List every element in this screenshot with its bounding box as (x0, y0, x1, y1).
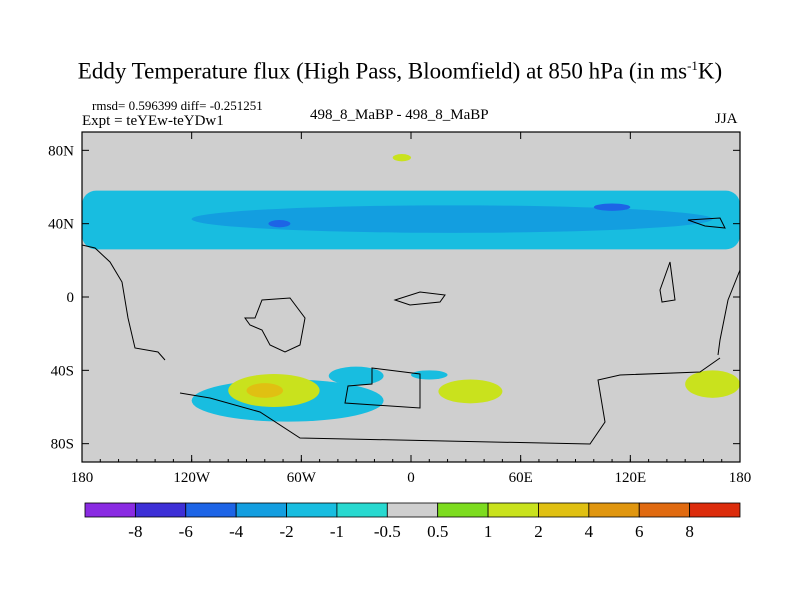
y-tick-label: 80S (51, 437, 74, 453)
season-label: JJA (715, 111, 738, 127)
case-label: 498_8_MaBP - 498_8_MaBP (310, 107, 489, 123)
region-sh-indian-2 (411, 370, 448, 380)
coastline-6 (659, 261, 676, 303)
colorbar-swatch (487, 502, 539, 518)
coastline-8 (717, 269, 741, 356)
colorbar-label: 4 (585, 522, 594, 541)
x-tick-label: 120W (173, 470, 211, 486)
y-tick-label: 0 (67, 290, 75, 306)
colorbar-label: 2 (534, 522, 543, 541)
colorbar-label: -0.5 (374, 522, 401, 541)
y-tick-label: 80N (48, 143, 74, 159)
colorbar-label: -1 (330, 522, 344, 541)
colorbar-label: -2 (279, 522, 293, 541)
region-sh-pacific-east (685, 370, 740, 398)
x-tick-label: 120E (614, 470, 646, 486)
colorbar-swatch (437, 502, 489, 518)
region-nh-midlat-core (191, 205, 713, 233)
coastline-5 (393, 291, 446, 306)
colorbar-label: -6 (179, 522, 193, 541)
colorbar-label: 1 (484, 522, 493, 541)
colorbar-swatch (286, 502, 338, 518)
experiment-label: Expt = teYEw-teYDw1 (82, 113, 224, 129)
coastline-2 (244, 297, 306, 353)
x-tick-label: 180 (71, 470, 94, 486)
x-tick-label: 0 (407, 470, 415, 486)
colorbar-swatch (235, 502, 287, 518)
map-background (82, 132, 740, 462)
colorbar-label: 0.5 (427, 522, 448, 541)
figure-title: Eddy Temperature flux (High Pass, Bloomf… (77, 58, 723, 84)
colorbar-swatch (638, 502, 691, 518)
colorbar-label: -4 (229, 522, 244, 541)
x-tick-label: 60E (509, 470, 533, 486)
region-nh-core-patch-2 (593, 203, 631, 211)
region-arctic-patch (392, 154, 411, 162)
colorbar-label: 8 (685, 522, 694, 541)
stats-label: rmsd= 0.596399 diff= -0.251251 (92, 98, 263, 113)
coastline-4 (179, 357, 721, 445)
y-tick-label: 40N (48, 217, 74, 233)
colorbar-swatch (588, 502, 640, 518)
coastline-3 (344, 367, 421, 409)
y-tick-label: 40S (51, 363, 74, 379)
region-sh-indian-1 (438, 379, 503, 404)
colorbar-swatch (336, 502, 388, 518)
colorbar-label: -8 (128, 522, 142, 541)
colorbar-swatch (134, 502, 187, 518)
coastline-1 (81, 244, 166, 361)
colorbar-swatch (538, 502, 590, 518)
x-tick-label: 60W (287, 470, 317, 486)
region-sh-positive-2 (246, 383, 284, 398)
region-sh-south-atlantic (328, 366, 384, 386)
colorbar-label: 6 (635, 522, 644, 541)
colorbar-swatch (185, 502, 237, 518)
colorbar-swatch (386, 502, 439, 518)
x-tick-label: 180 (729, 470, 752, 486)
colorbar-swatch (84, 502, 136, 518)
colorbar-swatch (689, 502, 741, 518)
coastline-7 (687, 217, 726, 229)
region-nh-core-patch-1 (268, 220, 291, 228)
